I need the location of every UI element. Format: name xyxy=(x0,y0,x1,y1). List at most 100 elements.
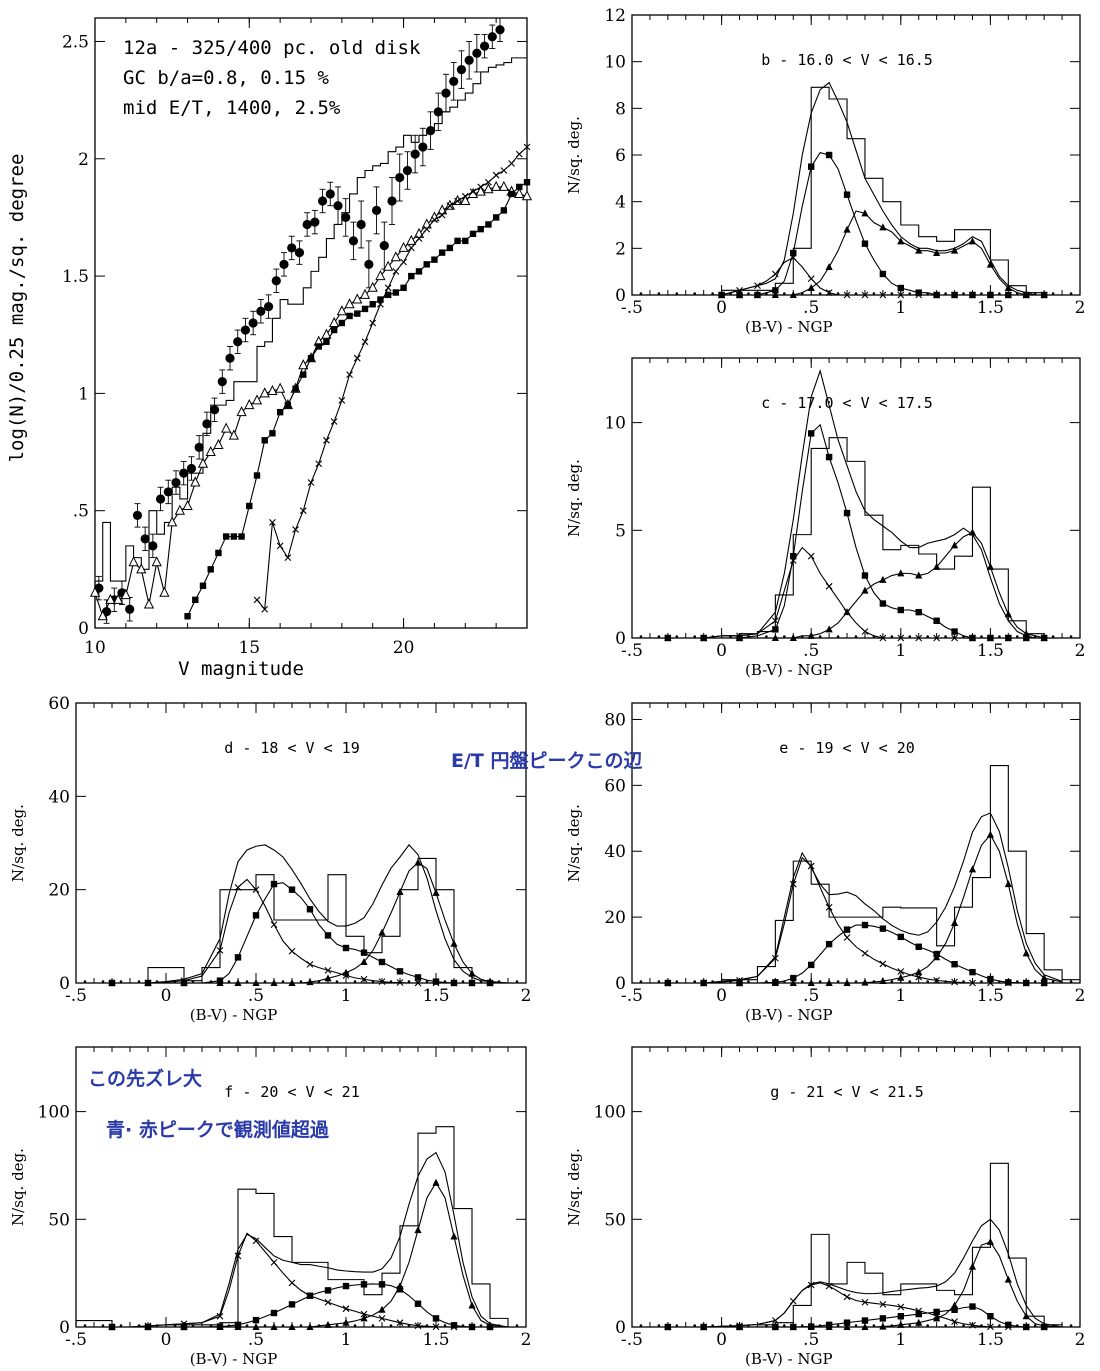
baseline-dot xyxy=(407,980,411,983)
data-point xyxy=(754,282,761,290)
baseline-dot xyxy=(908,635,912,638)
data-point xyxy=(879,291,887,299)
data-point xyxy=(369,319,377,327)
panel-title: e - 19 < V < 20 xyxy=(779,739,914,757)
annotation-deviation: この先ズレ大 xyxy=(88,1068,203,1090)
data-point xyxy=(485,178,492,186)
baseline-dot xyxy=(872,1324,876,1327)
y-tick-label: 0 xyxy=(59,974,70,994)
data-point xyxy=(771,634,779,641)
baseline-dot xyxy=(854,635,858,638)
data-point xyxy=(664,634,672,642)
data-point xyxy=(228,429,239,440)
data-point xyxy=(986,830,994,838)
data-point xyxy=(378,1281,386,1288)
data-point xyxy=(89,586,101,597)
data-point xyxy=(298,359,309,370)
series-line xyxy=(667,812,1063,984)
data-point xyxy=(951,1306,958,1313)
baseline-dot xyxy=(693,1324,697,1327)
data-point xyxy=(861,586,869,594)
data-point xyxy=(288,947,296,955)
baseline-dot xyxy=(890,292,894,295)
data-point xyxy=(352,293,363,304)
legend-line: GC b/a=0.8, 0.15 % xyxy=(123,67,329,89)
data-point xyxy=(969,1303,976,1310)
data-point xyxy=(431,256,438,263)
data-point xyxy=(217,377,227,387)
data-point xyxy=(148,541,158,551)
baseline-dot xyxy=(836,980,840,983)
series-line xyxy=(667,531,1063,639)
baseline-dot xyxy=(836,635,840,638)
data-point xyxy=(284,401,292,409)
x-tick-label: 1 xyxy=(895,986,906,1006)
data-point xyxy=(1004,1275,1012,1283)
data-point xyxy=(950,541,959,549)
data-point xyxy=(664,979,672,986)
y-tick-label: 40 xyxy=(48,787,70,807)
data-point xyxy=(515,150,523,158)
baseline-dot xyxy=(191,1324,195,1327)
data-point xyxy=(915,571,923,579)
x-tick-label: 1.5 xyxy=(422,986,449,1006)
data-point xyxy=(825,289,833,297)
data-point xyxy=(396,1282,404,1290)
baseline-dot xyxy=(998,1324,1001,1327)
data-point xyxy=(233,337,243,347)
y-tick-label: 20 xyxy=(48,881,70,901)
data-point xyxy=(261,437,268,444)
data-point xyxy=(432,1323,440,1331)
data-point xyxy=(194,442,204,452)
baseline-dot xyxy=(83,980,87,983)
data-point xyxy=(492,214,500,221)
data-point xyxy=(968,865,977,873)
series-line xyxy=(667,369,1063,639)
baseline-dot xyxy=(209,1324,213,1327)
data-point xyxy=(252,912,260,919)
baseline-dot xyxy=(353,1324,357,1327)
data-point xyxy=(348,236,359,246)
data-point xyxy=(508,160,515,167)
data-point xyxy=(446,244,454,252)
data-point xyxy=(306,1292,314,1299)
x-tick-label: .5 xyxy=(803,1330,819,1350)
data-point xyxy=(825,1323,833,1330)
baseline-dot xyxy=(836,292,840,295)
data-point xyxy=(325,189,335,199)
y-axis-title: N/sq. deg. xyxy=(565,804,583,882)
series-line xyxy=(667,546,1063,639)
data-point xyxy=(486,977,494,985)
baseline-dot xyxy=(639,1324,643,1327)
data-point xyxy=(432,1178,440,1186)
data-point xyxy=(915,246,923,254)
data-point xyxy=(324,1287,332,1294)
x-tick-label: 1.5 xyxy=(422,1330,449,1350)
data-point xyxy=(735,1323,744,1330)
data-point xyxy=(432,1315,440,1322)
x-tick-label: 2 xyxy=(1075,298,1086,318)
series-cross xyxy=(108,1232,508,1331)
data-point xyxy=(234,1252,242,1260)
baseline-dot xyxy=(854,292,858,295)
data-point xyxy=(315,343,322,350)
data-point xyxy=(197,457,209,468)
data-point xyxy=(307,354,315,362)
x-tick-label: 1 xyxy=(895,641,906,661)
data-point xyxy=(292,526,299,533)
data-point xyxy=(825,940,833,948)
data-point xyxy=(163,487,173,497)
data-point xyxy=(108,979,116,986)
data-point xyxy=(199,582,207,589)
data-point xyxy=(360,1314,368,1322)
data-point xyxy=(333,201,343,211)
x-tick-label: 1 xyxy=(895,1330,906,1350)
data-point xyxy=(270,880,278,888)
histogram xyxy=(632,437,1080,639)
baseline-dot xyxy=(281,1324,285,1327)
data-point xyxy=(969,968,976,976)
data-point xyxy=(395,172,405,183)
data-point xyxy=(276,408,284,416)
data-point xyxy=(521,190,533,201)
